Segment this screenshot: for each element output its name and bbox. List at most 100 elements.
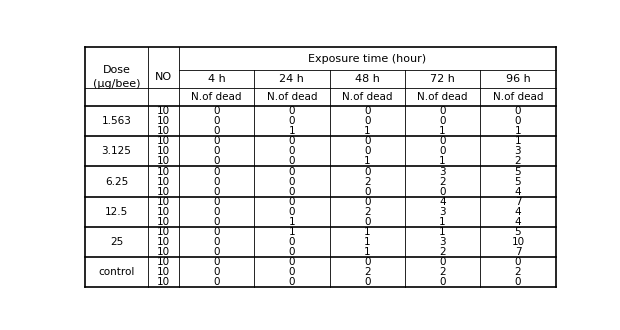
Text: 10: 10 [157, 277, 170, 287]
Text: 25: 25 [110, 237, 123, 247]
Text: 0: 0 [364, 217, 371, 227]
Text: 10: 10 [157, 136, 170, 146]
Text: 0: 0 [213, 187, 220, 197]
Text: NO: NO [155, 72, 172, 82]
Text: 3: 3 [440, 237, 446, 247]
Text: 10: 10 [157, 257, 170, 267]
Text: 4: 4 [440, 197, 446, 207]
Text: 0: 0 [213, 267, 220, 277]
Text: 48 h: 48 h [355, 74, 379, 84]
Text: 2: 2 [440, 247, 446, 257]
Text: N.of dead: N.of dead [493, 92, 543, 102]
Text: 0: 0 [213, 116, 220, 126]
Text: 0: 0 [213, 217, 220, 227]
Text: 0: 0 [515, 106, 521, 116]
Text: 0: 0 [213, 277, 220, 287]
Text: 0: 0 [213, 247, 220, 257]
Text: N.of dead: N.of dead [417, 92, 468, 102]
Text: 0: 0 [364, 187, 371, 197]
Text: 1: 1 [364, 156, 371, 166]
Text: 1: 1 [440, 156, 446, 166]
Text: 4: 4 [515, 217, 521, 227]
Text: 1: 1 [440, 126, 446, 136]
Text: 10: 10 [157, 207, 170, 217]
Text: 4: 4 [515, 187, 521, 197]
Text: 2: 2 [364, 177, 371, 186]
Text: 0: 0 [289, 187, 295, 197]
Text: 24 h: 24 h [280, 74, 304, 84]
Text: 5: 5 [515, 167, 521, 177]
Text: 0: 0 [213, 126, 220, 136]
Text: 3.125: 3.125 [102, 147, 131, 156]
Text: 96 h: 96 h [505, 74, 530, 84]
Text: 10: 10 [157, 187, 170, 197]
Text: 0: 0 [213, 237, 220, 247]
Text: 1: 1 [364, 247, 371, 257]
Text: 0: 0 [213, 156, 220, 166]
Text: 0: 0 [364, 116, 371, 126]
Text: 2: 2 [515, 156, 521, 166]
Text: 10: 10 [157, 147, 170, 156]
Text: 10: 10 [157, 106, 170, 116]
Text: 0: 0 [440, 136, 446, 146]
Text: 72 h: 72 h [430, 74, 455, 84]
Text: 0: 0 [289, 237, 295, 247]
Text: 0: 0 [213, 106, 220, 116]
Text: 0: 0 [289, 136, 295, 146]
Text: 0: 0 [440, 257, 446, 267]
Text: Dose
(μg/bee): Dose (μg/bee) [93, 65, 140, 89]
Text: 10: 10 [157, 217, 170, 227]
Text: 10: 10 [157, 156, 170, 166]
Text: 0: 0 [213, 147, 220, 156]
Text: 12.5: 12.5 [105, 207, 128, 217]
Text: 0: 0 [289, 277, 295, 287]
Text: 0: 0 [289, 177, 295, 186]
Text: 2: 2 [440, 267, 446, 277]
Text: 10: 10 [512, 237, 525, 247]
Text: 10: 10 [157, 227, 170, 237]
Text: control: control [99, 267, 135, 277]
Text: 1: 1 [364, 237, 371, 247]
Text: 0: 0 [289, 197, 295, 207]
Text: 0: 0 [440, 187, 446, 197]
Text: 2: 2 [364, 267, 371, 277]
Text: 1: 1 [364, 126, 371, 136]
Text: 0: 0 [364, 147, 371, 156]
Text: N.of dead: N.of dead [192, 92, 242, 102]
Text: 10: 10 [157, 247, 170, 257]
Text: 0: 0 [289, 257, 295, 267]
Text: 0: 0 [515, 257, 521, 267]
Text: 0: 0 [440, 277, 446, 287]
Text: 0: 0 [289, 207, 295, 217]
Text: 1: 1 [440, 217, 446, 227]
Text: 10: 10 [157, 177, 170, 186]
Text: 0: 0 [440, 106, 446, 116]
Text: 1: 1 [515, 126, 521, 136]
Text: N.of dead: N.of dead [342, 92, 392, 102]
Text: 10: 10 [157, 267, 170, 277]
Text: 0: 0 [213, 257, 220, 267]
Text: 7: 7 [515, 197, 521, 207]
Text: 0: 0 [289, 116, 295, 126]
Text: 1: 1 [288, 126, 295, 136]
Text: 0: 0 [440, 116, 446, 126]
Text: 10: 10 [157, 116, 170, 126]
Text: 0: 0 [213, 207, 220, 217]
Text: 10: 10 [157, 237, 170, 247]
Text: 0: 0 [364, 277, 371, 287]
Text: 10: 10 [157, 197, 170, 207]
Text: 0: 0 [213, 227, 220, 237]
Text: 1: 1 [288, 227, 295, 237]
Text: 6.25: 6.25 [105, 177, 128, 186]
Text: 1: 1 [440, 227, 446, 237]
Text: 0: 0 [364, 167, 371, 177]
Text: 3: 3 [440, 167, 446, 177]
Text: 2: 2 [515, 267, 521, 277]
Text: 0: 0 [289, 156, 295, 166]
Text: 7: 7 [515, 247, 521, 257]
Text: 0: 0 [289, 106, 295, 116]
Text: 0: 0 [213, 197, 220, 207]
Text: 0: 0 [515, 116, 521, 126]
Text: 0: 0 [364, 136, 371, 146]
Text: N.of dead: N.of dead [267, 92, 317, 102]
